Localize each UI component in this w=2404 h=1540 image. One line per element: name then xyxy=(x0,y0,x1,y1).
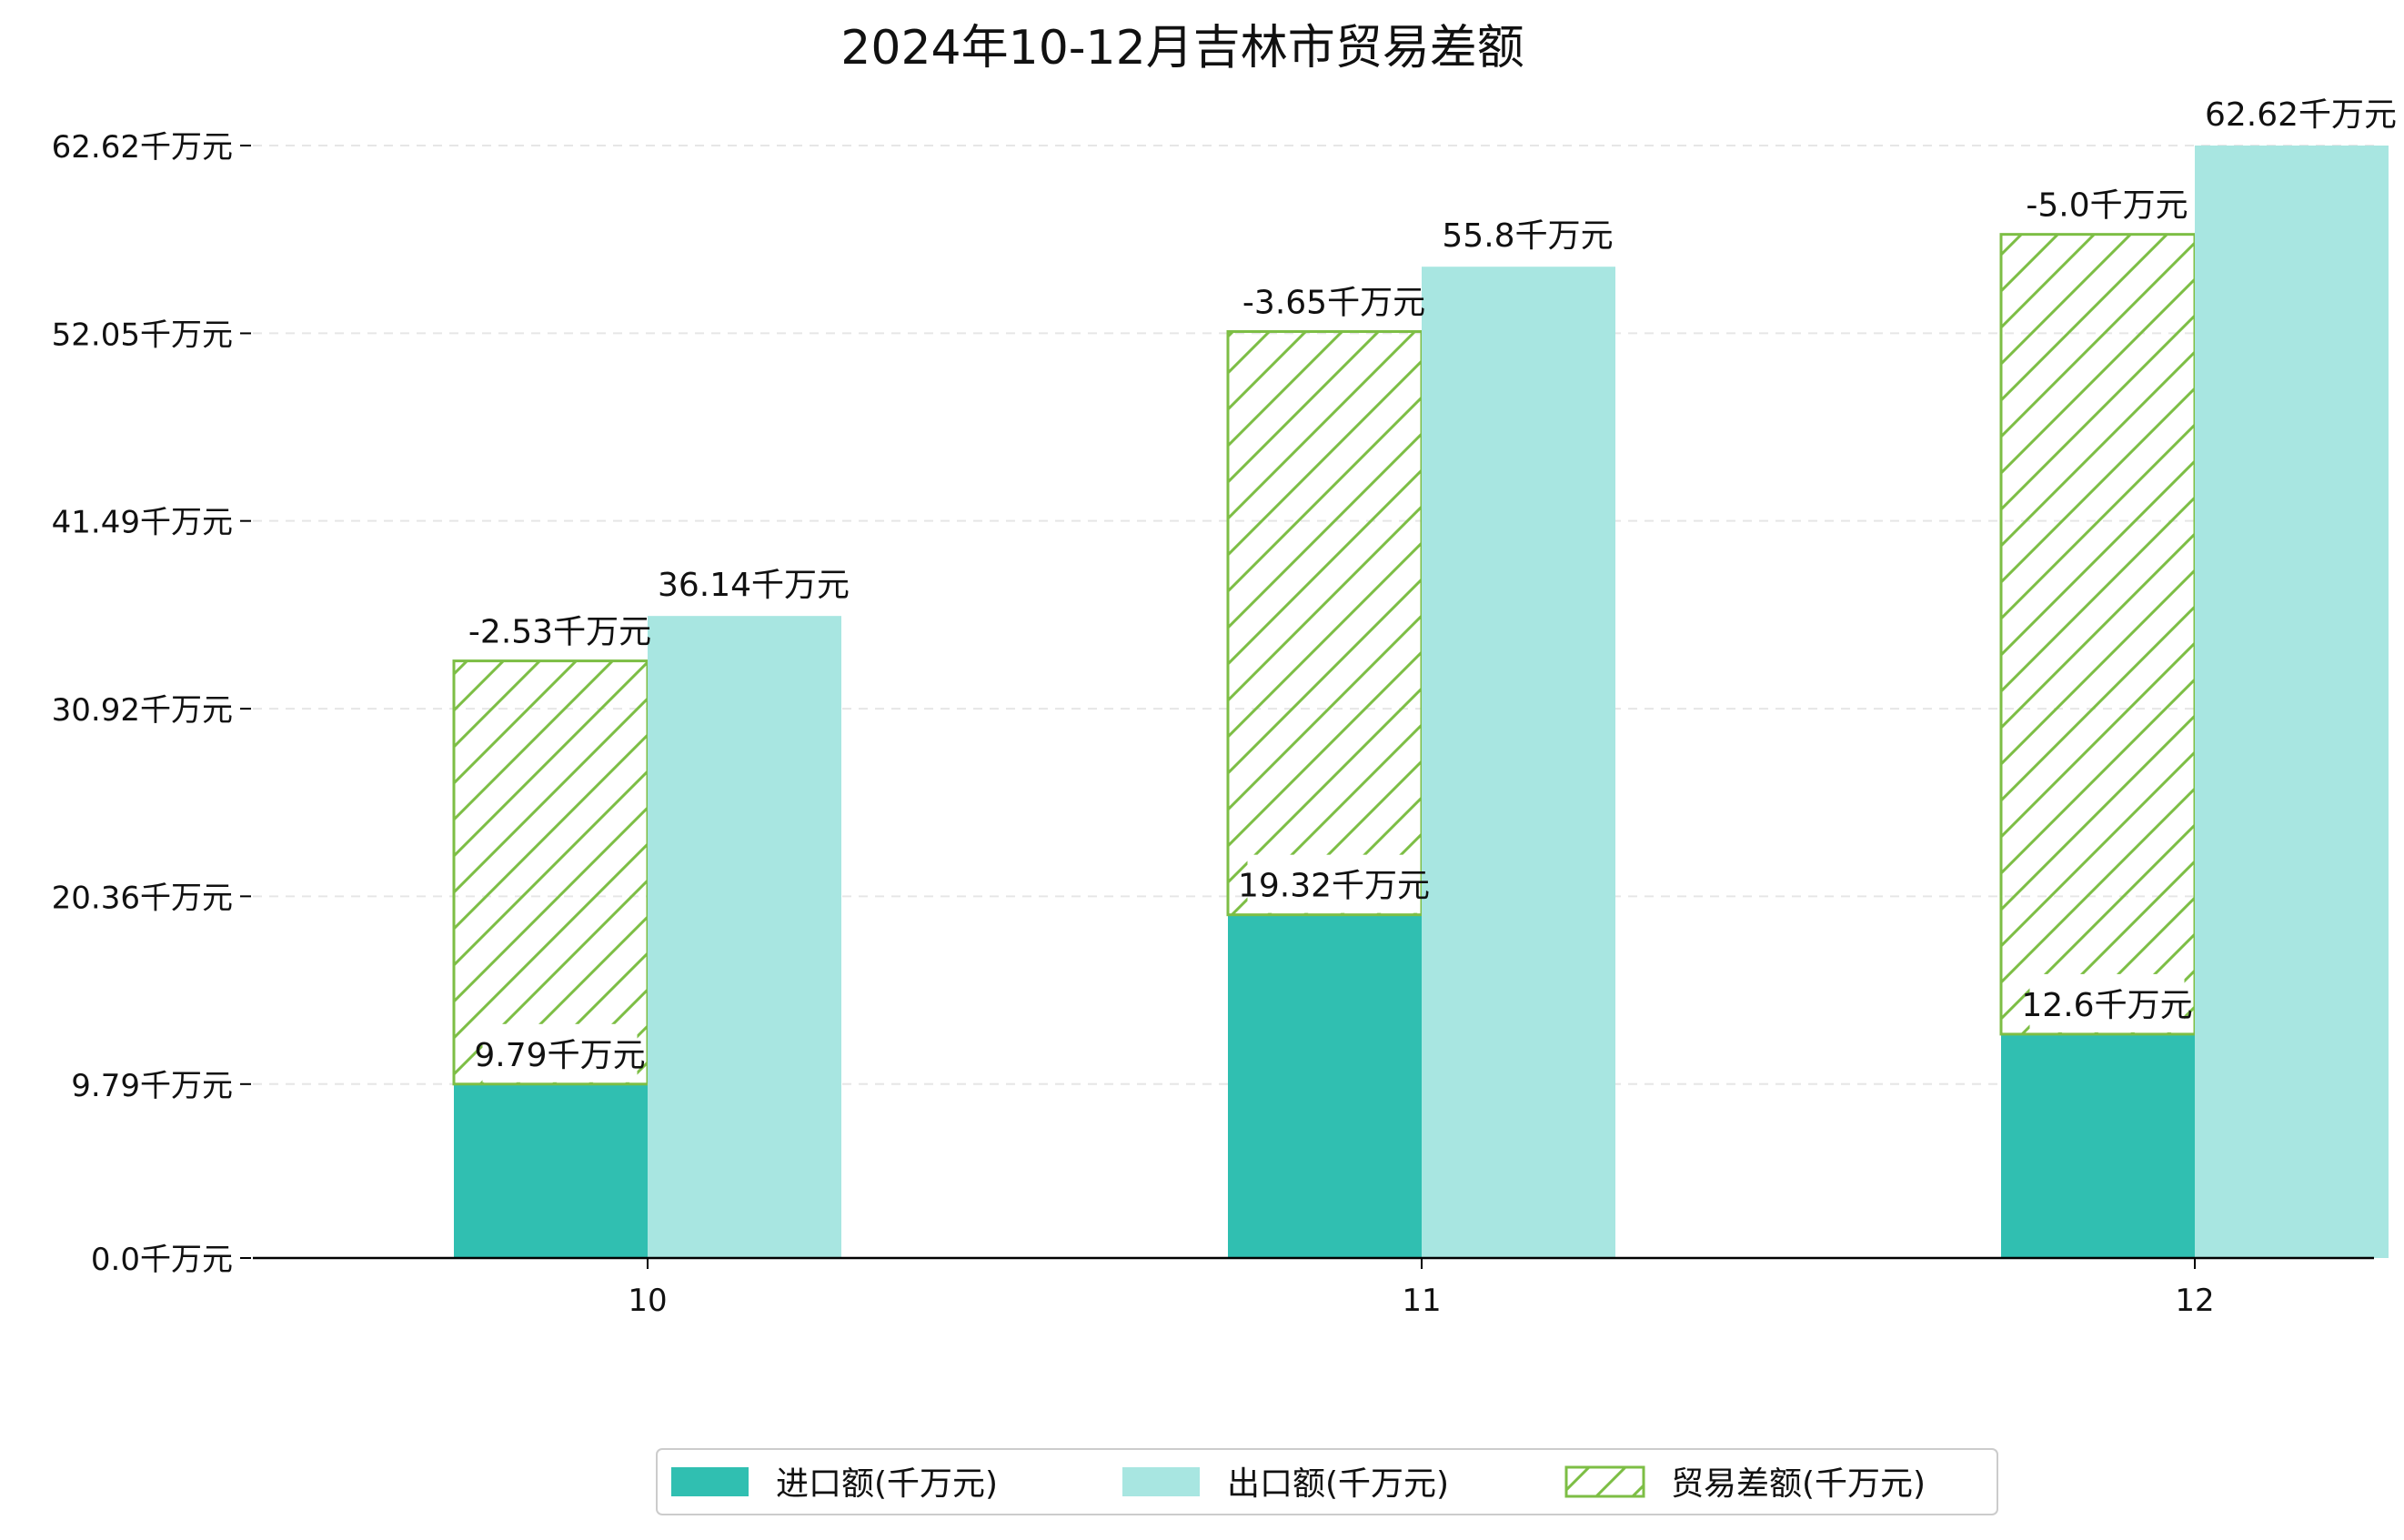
export-label-10-bg xyxy=(667,554,840,613)
legend-label: 进口额(千万元) xyxy=(776,1465,998,1503)
import-label-10-group: 9.79千万元 xyxy=(474,1023,646,1082)
balance-label-10-bg xyxy=(473,600,647,659)
export-label-10: 36.14千万元 xyxy=(658,567,850,604)
balance-label-11: -3.65千万元 xyxy=(1242,284,1425,321)
import-label-12-group: 12.6千万元 xyxy=(2021,973,2193,1032)
import-label-11-bg xyxy=(1247,854,1421,913)
export-label-12: 62.62千万元 xyxy=(2205,96,2397,134)
import-label-11: 19.32千万元 xyxy=(1238,868,1430,905)
y-tick-label: 30.92千万元 xyxy=(52,692,233,729)
bars xyxy=(452,146,2389,1259)
export-bar-10[interactable] xyxy=(648,616,841,1258)
y-tick-label: 9.79千万元 xyxy=(71,1068,233,1104)
balance-label-11-group: -3.65千万元 xyxy=(1242,271,1425,330)
legend-swatch-hatched xyxy=(1564,1465,1645,1498)
export-label-11-group: 55.8千万元 xyxy=(1442,205,1614,264)
export-label-12-bg xyxy=(2214,84,2388,142)
x-tick-label: 10 xyxy=(628,1283,667,1319)
balance-bar-11[interactable] xyxy=(1226,329,1423,917)
balance-label-11-bg xyxy=(1247,271,1421,330)
legend-label: 出口额(千万元) xyxy=(1227,1465,1449,1503)
export-bar-11[interactable] xyxy=(1422,267,1615,1259)
legend-item-2[interactable]: 贸易差额(千万元) xyxy=(1564,1465,1926,1503)
balance-label-12: -5.0千万元 xyxy=(2026,187,2188,225)
balance-bar-12[interactable] xyxy=(1999,233,2197,1036)
y-tick-label: 62.62千万元 xyxy=(52,129,233,166)
legend-swatch xyxy=(1122,1467,1200,1496)
legend-label: 贸易差额(千万元) xyxy=(1671,1465,1926,1503)
import-bar-12[interactable] xyxy=(2001,1033,2195,1258)
balance-label-12-group: -5.0千万元 xyxy=(2026,174,2188,233)
balance-label-12-bg xyxy=(2029,174,2185,233)
export-label-12-group: 62.62千万元 xyxy=(2205,84,2397,142)
axes: 0.0千万元 9.79千万元 20.36千万元 30.92千万元 41.49千万元 52.… xyxy=(52,129,2374,1319)
export-label-10-group: 36.14千万元 xyxy=(658,554,850,613)
y-tick-label: 52.05千万元 xyxy=(52,317,233,353)
y-tick-label: 0.0千万元 xyxy=(91,1242,233,1278)
legend-box xyxy=(656,1448,1998,1515)
import-label-10-bg xyxy=(482,1023,638,1082)
legend-swatch xyxy=(671,1467,749,1496)
legend[interactable]: 进口额(千万元) 出口额(千万元) 贸易差额(千万元) xyxy=(656,1448,1998,1515)
import-label-12: 12.6千万元 xyxy=(2021,987,2192,1024)
legend-item-0[interactable]: 进口额(千万元) xyxy=(671,1465,998,1503)
chart-title: 2024年10-12月吉林市贸易差额 xyxy=(840,21,1524,75)
export-label-11-bg xyxy=(1450,205,1605,264)
export-label-11: 55.8千万元 xyxy=(1442,217,1613,255)
import-label-11-group: 19.32千万元 xyxy=(1238,854,1430,913)
x-tick-label: 12 xyxy=(2175,1283,2214,1319)
y-tick-label: 20.36千万元 xyxy=(52,880,233,916)
import-label-10: 9.79千万元 xyxy=(474,1037,645,1074)
legend-item-1[interactable]: 出口额(千万元) xyxy=(1122,1465,1449,1503)
import-bar-11[interactable] xyxy=(1228,914,1422,1258)
x-tick-label: 11 xyxy=(1402,1283,1441,1319)
import-bar-10[interactable] xyxy=(454,1083,648,1258)
import-label-12-bg xyxy=(2029,973,2185,1032)
balance-label-10-group: -2.53千万元 xyxy=(468,600,651,659)
y-tick-label: 41.49千万元 xyxy=(52,505,233,541)
export-bar-12[interactable] xyxy=(2195,146,2389,1258)
data-labels: 9.79千万元 36.14千万元-2.53千万元 19.32千万元 55.8千万元 -3… xyxy=(468,84,2397,1082)
balance-bar-10[interactable] xyxy=(452,659,649,1086)
balance-label-10: -2.53千万元 xyxy=(468,614,651,651)
